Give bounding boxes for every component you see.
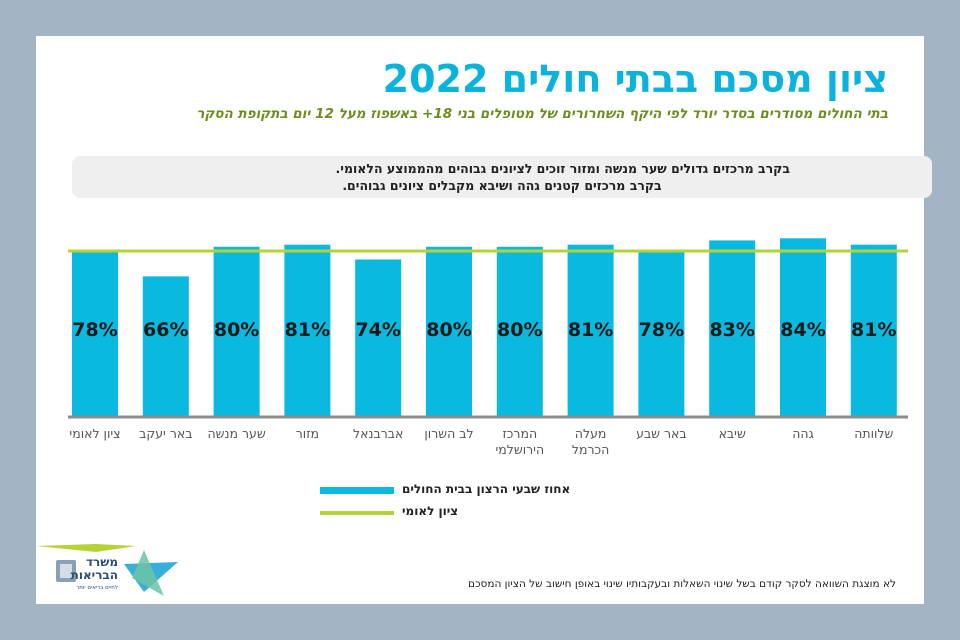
bar-value-label: 80% bbox=[214, 319, 259, 341]
bar-value-label: 80% bbox=[426, 319, 471, 341]
bar bbox=[213, 246, 260, 416]
page-subtitle: בתי החולים מסודרים בסדר יורד לפי היקף הש… bbox=[196, 106, 888, 122]
legend-swatch-bar bbox=[320, 487, 394, 494]
x-tick-label: ציון לאומי bbox=[69, 426, 120, 441]
logo-line-1: משרד bbox=[86, 555, 118, 569]
bar bbox=[426, 246, 472, 416]
footnote: לא מוצגת השוואה לסקר קודם בשל שינוי השאל… bbox=[468, 578, 896, 590]
x-tick-label: המרכז bbox=[502, 426, 537, 441]
x-tick-label: באר יעקב bbox=[139, 426, 192, 441]
bar bbox=[142, 276, 189, 416]
bar-chart: 78% 66% 80% 81% 74% 80% 80% 81% 78% 83% 84% 81% ציו… bbox=[68, 238, 908, 457]
x-tick-label: שער מנשה bbox=[207, 426, 265, 441]
bar bbox=[355, 259, 402, 416]
ministry-of-health-logo: משרד הבריאות לחיים בריאים יותר bbox=[36, 544, 178, 596]
bar-value-label: 78% bbox=[639, 319, 684, 341]
x-tick-label: גהה bbox=[792, 426, 813, 441]
summary-line-1: בקרב מרכזים גדולים שער מנשה ומזור זוכים … bbox=[335, 161, 790, 176]
bar bbox=[72, 251, 118, 416]
legend-swatch-line bbox=[320, 511, 394, 515]
x-tick-label: הירושלמי bbox=[495, 442, 544, 457]
x-tick-label: לב השרון bbox=[424, 426, 473, 441]
bar-value-label: 81% bbox=[851, 319, 896, 341]
bar bbox=[780, 238, 826, 416]
bar bbox=[850, 244, 897, 416]
infographic-card: ציון מסכם בבתי חולים 2022 בתי החולים מסו… bbox=[36, 36, 932, 604]
x-tick-label: מזור bbox=[296, 426, 319, 441]
logo-star-shape bbox=[132, 550, 164, 596]
bar-value-label: 84% bbox=[780, 319, 825, 341]
bar-value-label: 78% bbox=[72, 319, 117, 341]
summary-note: בקרב מרכזים גדולים שער מנשה ומזור זוכים … bbox=[72, 156, 932, 198]
bar-value-label: 74% bbox=[355, 319, 400, 341]
bar-value-label: 80% bbox=[497, 319, 542, 341]
summary-line-2: בקרב מרכזים קטנים גהה ושיבא מקבלים ציוני… bbox=[342, 178, 662, 193]
bar-value-label: 81% bbox=[285, 319, 330, 341]
legend-label: אחוז שבעי הרצון בבית החולים bbox=[402, 482, 571, 496]
bar bbox=[567, 244, 614, 416]
bar bbox=[638, 251, 685, 416]
bar-value-label: 81% bbox=[568, 319, 613, 341]
bar bbox=[496, 246, 543, 416]
state-emblem-inner bbox=[60, 564, 72, 578]
page-title: ציון מסכם בבתי חולים 2022 bbox=[382, 57, 888, 101]
x-tick-label: הכרמל bbox=[572, 442, 609, 457]
bar bbox=[709, 240, 756, 416]
x-tick-label: שלוותה bbox=[854, 426, 893, 441]
logo-tagline: לחיים בריאים יותר bbox=[76, 584, 118, 591]
x-tick-label: שיבא bbox=[719, 426, 746, 441]
logo-swoosh bbox=[36, 544, 136, 552]
bar-value-label: 66% bbox=[143, 319, 188, 341]
bar bbox=[284, 244, 331, 416]
bar-value-label: 83% bbox=[709, 319, 754, 341]
x-tick-label: באר שבע bbox=[636, 426, 687, 441]
x-tick-label: מעלה bbox=[575, 426, 607, 441]
legend-label: ציון לאומי bbox=[402, 504, 459, 518]
logo-line-2: הבריאות bbox=[71, 568, 118, 582]
x-tick-label: אברבנאל bbox=[353, 426, 403, 441]
